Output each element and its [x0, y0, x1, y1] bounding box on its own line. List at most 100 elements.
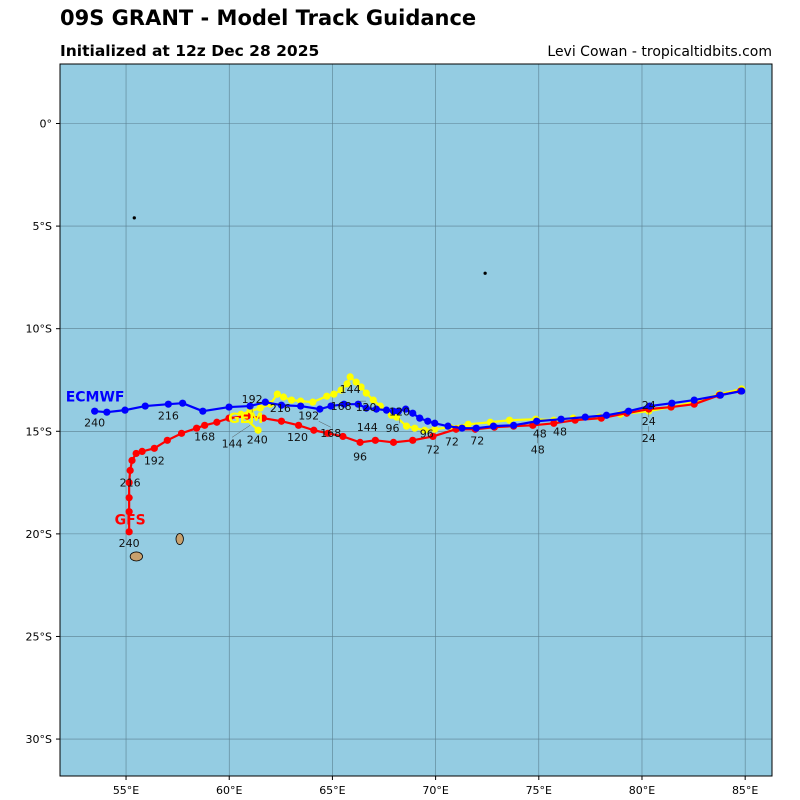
y-tick-label: 30°S: [26, 733, 52, 746]
y-tick-label: 25°S: [26, 630, 52, 643]
track-point: [416, 414, 424, 422]
track-point: [150, 444, 158, 452]
forecast-hour-label: 24: [642, 432, 656, 445]
track-point: [411, 424, 419, 432]
track-point: [125, 528, 133, 536]
forecast-hour-label: 24: [642, 399, 656, 412]
track-point: [327, 402, 335, 410]
track-point: [256, 404, 264, 412]
track-point: [402, 422, 411, 430]
track-point: [464, 420, 472, 428]
track-point: [141, 402, 149, 410]
track-point: [297, 402, 305, 410]
track-point: [126, 466, 134, 475]
forecast-hour-label: 168: [331, 400, 352, 413]
track-point: [287, 396, 296, 404]
track-point: [424, 417, 432, 425]
y-tick-label: 5°S: [33, 220, 52, 233]
track-point: [199, 407, 207, 415]
forecast-hour-label: 72: [470, 434, 484, 447]
y-tick-label: 10°S: [26, 323, 52, 336]
forecast-hour-label: 120: [389, 405, 410, 418]
model-name-label: ECMWF: [66, 389, 125, 405]
track-point: [138, 447, 146, 455]
track-point: [225, 403, 233, 411]
track-point: [472, 424, 480, 432]
track-point: [352, 378, 360, 386]
forecast-hour-label: 216: [158, 409, 179, 422]
track-point: [354, 400, 362, 408]
track-point: [362, 389, 370, 397]
y-tick-label: 15°S: [26, 425, 52, 438]
track-point: [690, 396, 698, 404]
track-point: [246, 402, 254, 410]
track-point: [259, 414, 267, 422]
forecast-hour-label: 216: [270, 402, 291, 415]
x-tick-label: 65°E: [319, 784, 345, 797]
track-point: [330, 390, 338, 398]
x-tick-label: 80°E: [629, 784, 655, 797]
track-point: [489, 422, 497, 430]
track-point: [346, 373, 354, 381]
forecast-hour-label: 144: [340, 383, 361, 396]
page-title: 09S GRANT - Model Track Guidance: [60, 6, 477, 30]
track-point: [409, 436, 417, 444]
track-point: [550, 419, 558, 427]
forecast-hour-label: 168: [194, 430, 215, 443]
track-point: [243, 412, 251, 420]
x-tick-label: 70°E: [422, 784, 448, 797]
forecast-hour-label: 240: [84, 416, 105, 429]
track-point: [323, 392, 331, 400]
forecast-hour-label: 120: [287, 431, 308, 444]
track-point: [716, 391, 725, 399]
model-name-label: GFS: [115, 513, 146, 529]
track-point: [409, 409, 417, 417]
track-point: [394, 407, 403, 415]
track-point: [297, 397, 305, 405]
track-point: [125, 494, 133, 502]
forecast-hour-label: 192: [144, 454, 165, 467]
track-point: [103, 408, 111, 416]
track-point: [125, 508, 133, 516]
track-point: [337, 386, 345, 394]
track-point: [431, 425, 439, 433]
island-mauritius: [175, 533, 184, 545]
track-point: [340, 400, 348, 408]
forecast-hour-label: 72: [426, 443, 440, 456]
track-point: [389, 407, 398, 415]
track-point: [128, 456, 136, 465]
forecast-hour-label: 240: [119, 537, 140, 550]
track-point: [557, 415, 565, 423]
model-name-label: GEM: [228, 411, 263, 427]
track-point: [581, 413, 589, 421]
label-leaders: [231, 400, 650, 444]
track-point: [369, 396, 377, 404]
track-point: [316, 405, 324, 413]
track-point: [132, 449, 140, 458]
track-point: [177, 429, 186, 437]
track-point: [163, 436, 171, 444]
forecast-hour-label: 168: [320, 427, 341, 440]
forecast-hour-label: 48: [553, 425, 567, 438]
track-point: [201, 421, 209, 429]
forecast-hour-label: 216: [120, 477, 141, 490]
track-point: [273, 390, 281, 398]
forecast-hour-label: 144: [357, 421, 378, 434]
track-point: [324, 429, 332, 437]
label-leader-line: [231, 425, 251, 438]
x-tick-label: 85°E: [732, 784, 758, 797]
track-point: [372, 405, 380, 413]
track-point: [431, 419, 439, 427]
island-islet: [132, 216, 136, 220]
track-point: [309, 398, 317, 406]
track-point: [178, 399, 187, 407]
track-point: [602, 411, 611, 419]
track-point: [646, 402, 654, 410]
track-point: [362, 404, 370, 412]
track-point: [343, 380, 351, 388]
ocean-background: [60, 64, 772, 776]
track-point: [125, 478, 133, 487]
forecast-hour-label: 48: [531, 443, 545, 456]
track-point: [371, 436, 379, 444]
